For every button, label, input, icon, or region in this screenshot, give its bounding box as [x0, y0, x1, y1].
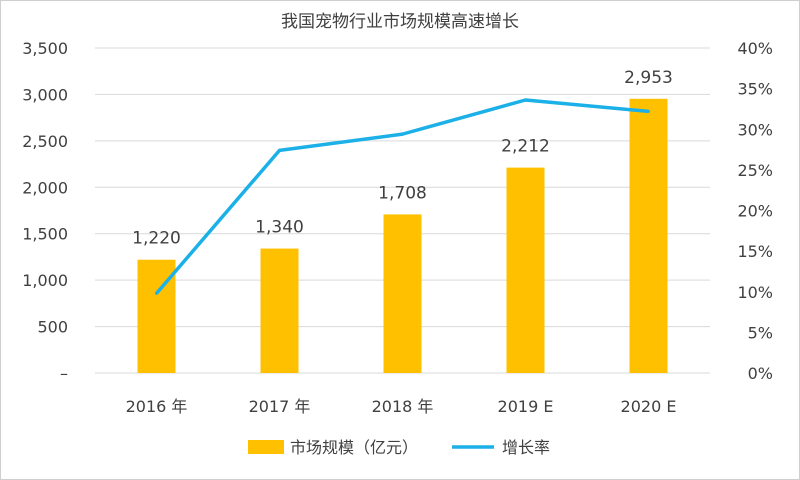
x-tick-label: 2018 年 — [372, 397, 434, 416]
left-tick-label: 3,000 — [22, 85, 68, 104]
right-tick-label: 35% — [737, 80, 773, 99]
x-tick-label: 2017 年 — [249, 397, 311, 416]
line-series — [155, 98, 650, 295]
left-tick-label: 1,000 — [22, 271, 68, 290]
left-axis-ticks: – 500 1,000 1,500 2,000 2,500 3,000 3,500 — [22, 39, 68, 383]
right-axis-ticks: 0% 5% 10% 15% 20% 25% 30% 35% 40% — [737, 39, 773, 383]
bar-value-label: 1,340 — [255, 218, 304, 238]
bar-value-label: 2,212 — [501, 137, 550, 157]
x-tick-label: 2016 年 — [126, 397, 188, 416]
bar-value-label: 1,220 — [132, 229, 181, 249]
line-point — [278, 148, 281, 152]
left-tick-label: 2,500 — [22, 132, 68, 151]
gridlines — [95, 47, 710, 374]
bar — [383, 214, 422, 373]
bar-data-labels: 1,220 1,340 1,708 2,212 2,953 — [132, 68, 673, 249]
left-tick-label: 1,500 — [22, 225, 68, 244]
left-tick-label: 500 — [37, 318, 68, 337]
bar-series — [137, 98, 668, 374]
x-axis-ticks: 2016 年 2017 年 2018 年 2019 E 2020 E — [126, 397, 677, 416]
bar — [629, 98, 668, 374]
bar — [506, 167, 545, 373]
line-point — [647, 109, 650, 113]
left-tick-label: 2,000 — [22, 178, 68, 197]
x-tick-label: 2019 E — [498, 397, 554, 416]
right-tick-label: 0% — [748, 364, 773, 383]
bar-value-label: 1,708 — [378, 183, 427, 203]
legend-bar-label: 市场规模（亿元） — [290, 438, 418, 457]
line-point — [155, 291, 158, 295]
legend: 市场规模（亿元） 增长率 — [248, 438, 550, 457]
x-tick-label: 2020 E — [621, 397, 677, 416]
right-tick-label: 20% — [737, 202, 773, 221]
bar — [260, 248, 299, 373]
left-tick-label: 3,500 — [22, 39, 68, 58]
left-tick-label: – — [60, 364, 68, 383]
right-tick-label: 15% — [737, 242, 773, 261]
right-tick-label: 10% — [737, 283, 773, 302]
bar-value-label: 2,953 — [624, 68, 673, 88]
right-tick-label: 40% — [737, 39, 773, 58]
legend-line-label: 增长率 — [502, 438, 550, 457]
line-point — [401, 132, 404, 136]
right-tick-label: 25% — [737, 161, 773, 180]
right-tick-label: 30% — [737, 120, 773, 139]
chart-title: 我国宠物行业市场规模高速增长 — [281, 12, 519, 32]
legend-bar-swatch — [248, 440, 284, 454]
right-tick-label: 5% — [748, 323, 773, 342]
line-point — [524, 98, 527, 102]
